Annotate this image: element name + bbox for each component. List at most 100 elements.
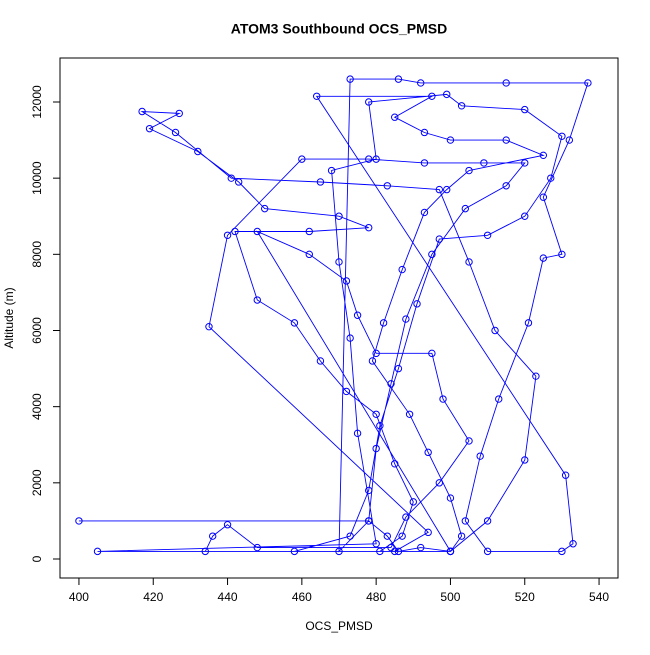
x-tick-label: 500 xyxy=(440,590,460,604)
data-point xyxy=(391,113,399,121)
data-point xyxy=(465,166,473,175)
data-point xyxy=(290,319,299,327)
data-point xyxy=(365,517,373,525)
data-point xyxy=(539,151,548,160)
data-point xyxy=(461,517,470,525)
data-point xyxy=(138,107,146,116)
data-point xyxy=(194,147,202,156)
data-point xyxy=(413,300,421,308)
y-tick-label: 10000 xyxy=(30,161,44,195)
x-tick-label: 440 xyxy=(218,590,238,604)
data-point xyxy=(521,212,529,220)
x-tick-label: 400 xyxy=(69,590,89,604)
data-point xyxy=(365,98,373,106)
data-point xyxy=(521,105,529,114)
data-point xyxy=(491,326,499,335)
data-point xyxy=(480,159,488,167)
data-point xyxy=(342,387,351,396)
data-point xyxy=(495,395,503,403)
data-point xyxy=(461,204,470,213)
data-point xyxy=(353,429,362,438)
data-point xyxy=(335,547,343,556)
data-point xyxy=(420,159,429,167)
data-point xyxy=(483,231,492,239)
data-point xyxy=(435,185,444,194)
data-point xyxy=(584,79,592,87)
data-point xyxy=(93,547,102,556)
data-point xyxy=(75,517,83,525)
data-point xyxy=(346,532,354,540)
data-point xyxy=(465,258,473,266)
data-point xyxy=(372,540,380,548)
data-point xyxy=(391,460,399,468)
data-point xyxy=(446,547,455,556)
chart-title: ATOM3 Southbound OCS_PMSD xyxy=(231,21,447,37)
series-line xyxy=(78,78,589,553)
data-point xyxy=(346,75,354,83)
data-point xyxy=(365,155,373,163)
data-point xyxy=(558,132,566,140)
data-point xyxy=(376,422,384,430)
y-tick-label: 8000 xyxy=(30,241,44,268)
data-point xyxy=(379,319,388,327)
data-point xyxy=(402,513,410,521)
y-tick-label: 2000 xyxy=(30,469,44,496)
data-point xyxy=(483,547,492,556)
data-point xyxy=(298,155,306,163)
data-point xyxy=(387,380,395,388)
data-point xyxy=(428,92,436,100)
data-point xyxy=(346,334,354,342)
data-point xyxy=(558,250,566,259)
y-tick-label: 4000 xyxy=(30,393,44,420)
data-point xyxy=(521,456,529,464)
data-point xyxy=(424,448,432,457)
data-point xyxy=(457,102,466,110)
data-point xyxy=(420,128,429,137)
data-point xyxy=(387,543,395,552)
data-point xyxy=(342,277,351,285)
data-point xyxy=(558,547,566,556)
data-point xyxy=(394,75,403,83)
data-point xyxy=(565,136,574,144)
data-point xyxy=(417,543,425,552)
data-point xyxy=(420,208,429,217)
data-point xyxy=(327,166,336,175)
data-point xyxy=(372,155,380,163)
data-point xyxy=(383,182,391,190)
data-point xyxy=(305,227,313,236)
data-point xyxy=(365,223,373,232)
data-point xyxy=(561,471,570,479)
y-axis-label: Altitude (m) xyxy=(2,287,16,348)
data-point xyxy=(253,227,261,236)
data-point xyxy=(316,178,325,186)
data-point xyxy=(227,174,235,182)
data-point xyxy=(316,357,325,365)
y-tick-label: 6000 xyxy=(30,317,44,344)
data-point xyxy=(376,547,384,556)
data-point xyxy=(365,486,373,495)
data-point xyxy=(398,265,406,274)
data-point xyxy=(372,410,380,418)
data-point xyxy=(524,319,533,327)
data-point xyxy=(476,452,484,460)
data-point xyxy=(521,159,529,167)
y-tick-label: 0 xyxy=(30,555,44,562)
data-point xyxy=(335,258,343,266)
data-point xyxy=(439,395,447,403)
data-point xyxy=(539,193,548,201)
x-tick-label: 420 xyxy=(143,590,163,604)
x-tick-label: 480 xyxy=(366,590,386,604)
x-tick-label: 460 xyxy=(292,590,312,604)
data-point xyxy=(234,178,243,186)
data-point xyxy=(402,315,410,323)
data-point xyxy=(428,250,436,259)
data-point xyxy=(465,437,473,445)
data-point xyxy=(446,494,455,502)
data-point xyxy=(208,532,217,540)
data-point xyxy=(223,521,232,529)
data-point xyxy=(391,547,399,556)
x-axis-label: OCS_PMSD xyxy=(305,619,373,633)
data-point xyxy=(253,296,261,304)
